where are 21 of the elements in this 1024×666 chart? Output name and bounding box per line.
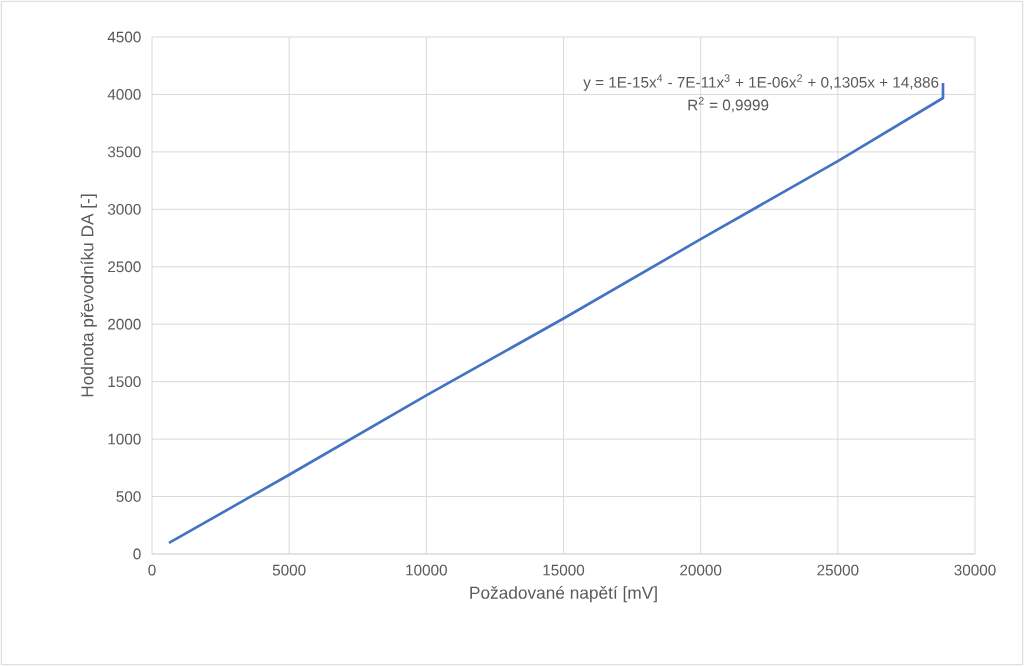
y-tick-label: 3000 [107, 203, 141, 215]
x-tick-label: 0 [148, 564, 156, 576]
annotation: y = 1E-15x$^{4}$ - 7E-11x$^{3}$ + 1E-06x$^{2}$ + 0,1305x + 14,886 [583, 74, 939, 91]
y-tick-label: 500 [116, 491, 141, 502]
x-tick-label: 20000 [680, 564, 722, 576]
y-axis-title: Hodnota převodníku DA [-] [80, 194, 97, 397]
x-tick-label: 30000 [954, 564, 996, 576]
x-tick-label: 15000 [543, 564, 585, 576]
y-tick-label: 2000 [108, 318, 141, 330]
y-tick-label: 2500 [108, 261, 141, 273]
y-tick-label: 1000 [108, 433, 141, 445]
y-tick-label: 4000 [107, 89, 141, 100]
annotation: R$^{2}$ = 0,9999 [688, 97, 769, 113]
y-tick-label: 1500 [108, 376, 141, 388]
y-tick-label: 0 [133, 548, 141, 560]
x-tick-label: 25000 [817, 564, 859, 576]
y-tick-label: 3500 [107, 146, 141, 158]
y-tick-label: 4500 [107, 31, 141, 43]
x-tick-label: 10000 [406, 564, 447, 576]
x-axis-title: Požadované napětí [mV] [470, 585, 657, 603]
x-tick-label: 5000 [272, 564, 306, 576]
